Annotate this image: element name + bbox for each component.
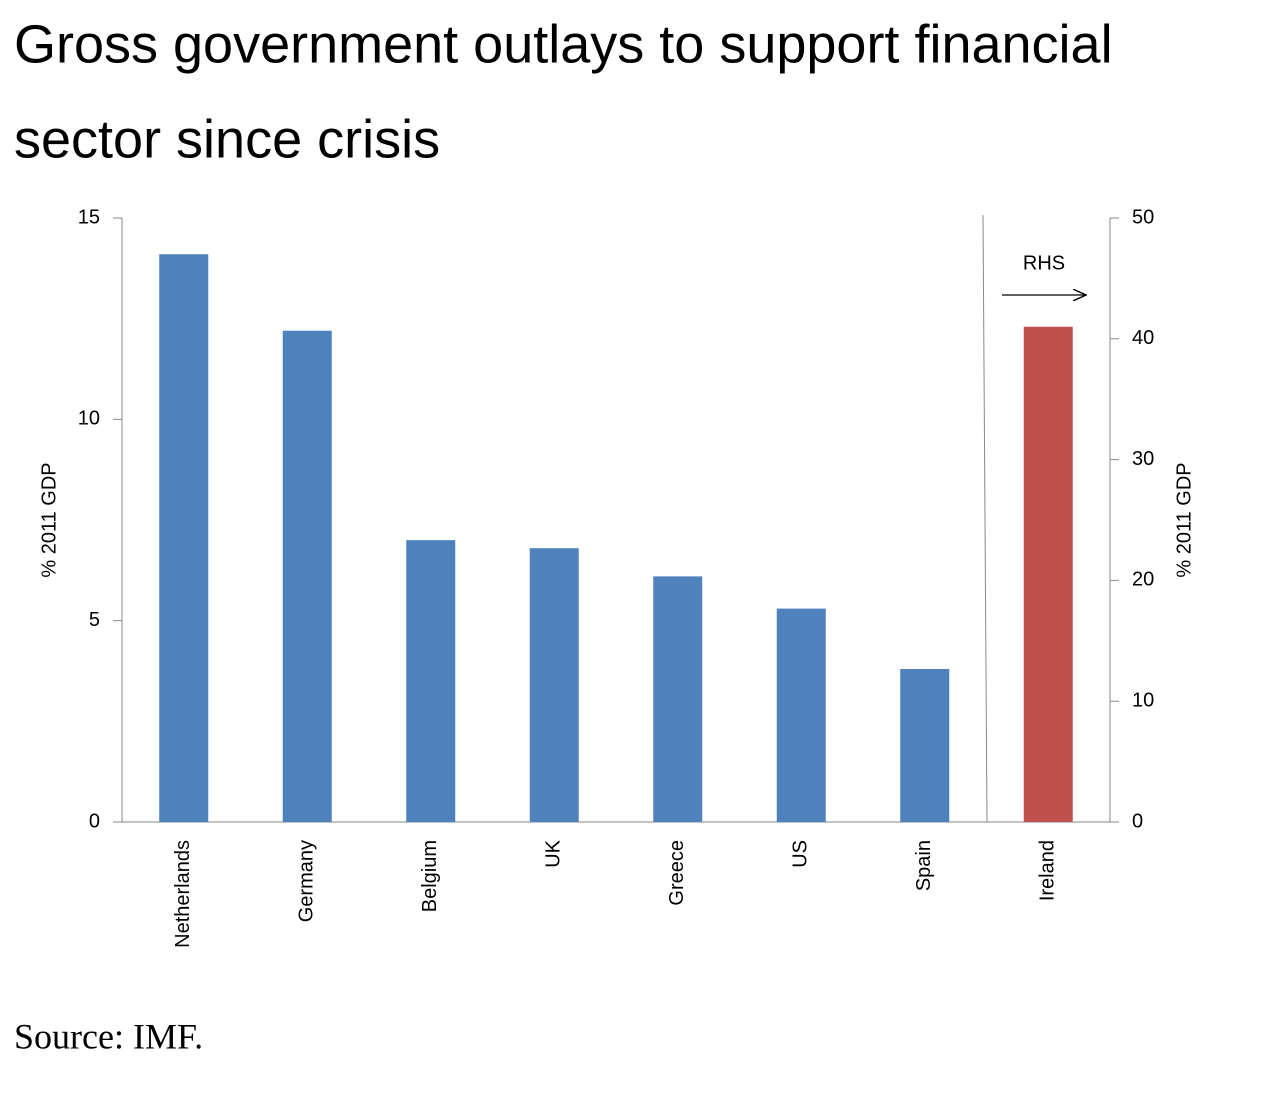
x-tick-label: Netherlands [172,840,194,948]
y-tick-label: 15 [78,206,100,228]
y-tick-label: 10 [78,408,100,430]
chart-title: sector since crisis [14,109,440,169]
y2-tick-label: 10 [1132,689,1154,711]
x-tick-label: Spain [913,840,935,891]
divider [982,214,988,823]
source: Source: IMF. [14,1016,203,1056]
x-tick-label: UK [543,839,565,867]
x-tick-label: Greece [666,840,688,906]
y-tick-label: 5 [89,609,100,631]
x-tick-label: Ireland [1037,840,1059,901]
x-tick-label: Germany [296,840,318,922]
x-tick-label: Belgium [419,840,441,912]
y-axis-label: % 2011 GDP [38,462,60,577]
bar [529,548,579,822]
bar [653,576,703,822]
x-tick-label: US [790,840,812,868]
bar [159,254,209,823]
y2-tick-label: 50 [1132,206,1154,228]
y2-tick-label: 20 [1132,569,1154,591]
bar [1023,326,1073,822]
chart-title: Gross government outlays to support fina… [14,14,1113,74]
y-tick-label: 0 [89,810,100,832]
y2-axis-label: % 2011 GDP [1173,462,1195,577]
y2-tick-label: 0 [1132,810,1143,832]
y2-tick-label: 30 [1132,448,1154,470]
bar [282,330,332,822]
bar [900,668,950,822]
annotation: RHS [1023,252,1065,274]
bar [776,608,826,822]
y2-tick-label: 40 [1132,327,1154,349]
bar [406,540,456,822]
